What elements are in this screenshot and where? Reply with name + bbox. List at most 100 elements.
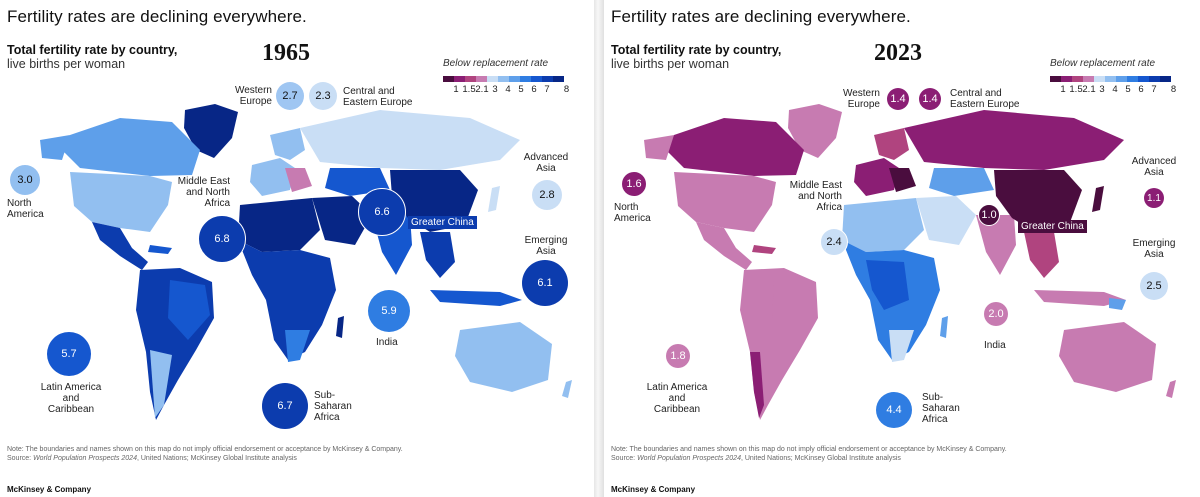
- legend-swatch: [1072, 76, 1083, 82]
- europe-west: [854, 158, 899, 196]
- usa: [674, 172, 776, 232]
- bubble-mena: 6.8: [198, 215, 246, 263]
- footnote: Note: The boundaries and names shown on …: [7, 445, 403, 463]
- legend-color-bar: [443, 76, 564, 82]
- legend-title: Below replacement rate: [1050, 58, 1156, 69]
- southern-africa: [285, 330, 310, 362]
- legend-swatch: [487, 76, 498, 82]
- southern-africa: [889, 330, 914, 362]
- se-asia: [1024, 232, 1059, 278]
- label-emerging-asia: Emerging Asia: [1132, 238, 1176, 260]
- brazil: [772, 280, 814, 340]
- brand-label: McKinsey & Company: [7, 485, 92, 494]
- bubble-north-america: 3.0: [10, 165, 40, 195]
- china-land: [994, 170, 1082, 232]
- greenland: [184, 104, 238, 158]
- legend-tick-label: 2.1: [475, 84, 489, 95]
- scandinavia: [874, 128, 909, 160]
- bubble-advanced-asia: 1.1: [1144, 188, 1164, 208]
- bubble-mena: 2.4: [820, 228, 848, 256]
- alaska: [40, 135, 70, 160]
- legend-color-bar: [1050, 76, 1171, 82]
- legend-swatch: [465, 76, 476, 82]
- australia: [1059, 322, 1156, 392]
- brand-label: McKinsey & Company: [611, 485, 696, 494]
- map-panel-1965: Fertility rates are declining everywhere…: [0, 0, 594, 497]
- legend-tick-label: 7: [1151, 84, 1157, 95]
- legend-tick-label: 1: [1060, 84, 1066, 95]
- legend-title: Below replacement rate: [443, 58, 549, 69]
- label-ssa: Sub-Saharan Africa: [314, 390, 352, 423]
- bubble-ssa: 4.4: [876, 392, 912, 428]
- legend-swatch: [476, 76, 487, 82]
- footnote-note: Note: The boundaries and names shown on …: [7, 446, 403, 453]
- new-zealand: [562, 380, 572, 398]
- legend-swatch: [1138, 76, 1149, 82]
- legend-tick-label: 1.5: [1069, 84, 1083, 95]
- legend-swatch: [509, 76, 520, 82]
- legend: Below replacement rate 1 1.5 2.1 3 4 5 6 7 8: [1050, 58, 1176, 95]
- headline: Fertility rates are declining everywhere…: [611, 7, 911, 26]
- russia: [904, 110, 1124, 170]
- bubble-north-america: 1.6: [622, 172, 646, 196]
- subtitle-units: live births per woman: [611, 57, 730, 71]
- legend-swatch: [443, 76, 454, 82]
- australia: [455, 322, 552, 392]
- legend-tick-label: 7: [544, 84, 550, 95]
- bubble-greater-china: 1.0: [978, 204, 1000, 226]
- europe-east: [889, 168, 916, 192]
- argentina: [150, 350, 172, 418]
- legend-tick-label: 4: [1112, 84, 1118, 95]
- subtitle: Total fertility rate by country, live bi…: [7, 43, 177, 71]
- subtitle: Total fertility rate by country, live bi…: [611, 43, 781, 71]
- middle-east: [312, 196, 372, 245]
- sub-saharan-africa: [238, 240, 336, 360]
- europe-east: [285, 168, 312, 192]
- legend-tick-label: 4: [505, 84, 511, 95]
- bubble-emerging-asia: 6.1: [522, 260, 568, 306]
- greenland: [788, 104, 842, 158]
- indonesia: [1034, 290, 1126, 306]
- label-central-eastern-europe: Central and Eastern Europe: [950, 88, 1020, 110]
- subtitle-bold: Total fertility rate by country,: [611, 43, 782, 57]
- legend-tick-label: 1.5: [462, 84, 476, 95]
- legend-tick-label: 3: [492, 84, 498, 95]
- label-india: India: [984, 340, 1006, 351]
- map-panel-2023: Fertility rates are declining everywhere…: [604, 0, 1200, 497]
- bubble-latam: 5.7: [47, 332, 91, 376]
- japan: [488, 186, 500, 212]
- legend-swatch: [498, 76, 509, 82]
- bubble-emerging-asia: 2.5: [1140, 272, 1168, 300]
- bubble-central-eastern-europe: 2.3: [309, 82, 337, 110]
- world-map-1965: [40, 104, 572, 420]
- label-latam: Latin America and Caribbean: [40, 382, 102, 415]
- label-greater-china: Greater China: [408, 216, 477, 229]
- canada: [666, 118, 804, 176]
- bubble-india: 2.0: [984, 302, 1008, 326]
- alaska: [644, 135, 674, 160]
- legend-swatch: [1105, 76, 1116, 82]
- year-label: 1965: [262, 40, 310, 66]
- caribbean: [148, 245, 172, 254]
- legend-tick-label: 5: [1125, 84, 1131, 95]
- india-land: [976, 215, 1016, 275]
- legend-swatch: [531, 76, 542, 82]
- canada: [62, 118, 200, 176]
- bubble-central-eastern-europe: 1.4: [919, 88, 941, 110]
- madagascar: [940, 316, 948, 338]
- footnote: Note: The boundaries and names shown on …: [611, 445, 1007, 463]
- headline: Fertility rates are declining everywhere…: [7, 7, 307, 26]
- label-mena: Middle East and North Africa: [177, 176, 230, 209]
- label-latam: Latin America and Caribbean: [646, 382, 708, 415]
- legend-tick-label: 6: [531, 84, 537, 95]
- label-ssa: Sub-Saharan Africa: [922, 392, 960, 425]
- legend-swatch: [520, 76, 531, 82]
- bubble-greater-china: 6.6: [358, 188, 406, 236]
- label-mena: Middle East and North Africa: [789, 180, 842, 213]
- label-advanced-asia: Advanced Asia: [1131, 156, 1177, 178]
- north-africa: [842, 198, 924, 252]
- legend-swatch: [454, 76, 465, 82]
- legend-swatch: [1083, 76, 1094, 82]
- legend-tick-label: 1: [453, 84, 459, 95]
